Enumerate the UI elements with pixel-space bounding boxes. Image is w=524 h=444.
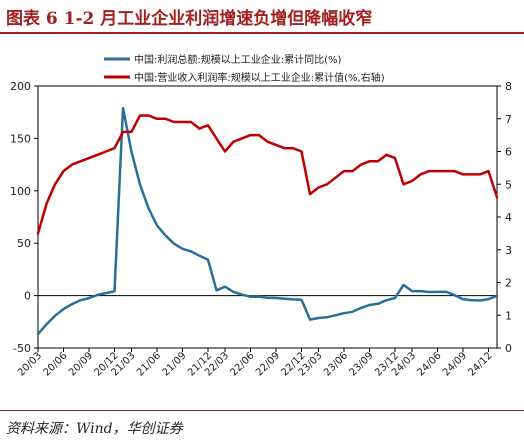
- y-left-tick-label: -50: [13, 342, 31, 355]
- y-right-tick-label: 4: [505, 211, 512, 224]
- y-left-tick-label: 50: [17, 237, 31, 250]
- x-tick-label: 20/06: [41, 350, 69, 378]
- plot-frame: [37, 85, 498, 349]
- title-divider: [0, 32, 524, 34]
- y-left-tick-label: 100: [10, 185, 31, 198]
- y-right-tick-label: 8: [505, 80, 512, 93]
- page-title: 图表 6 1-2 月工业企业利润增速负增但降幅收窄: [6, 8, 373, 29]
- x-tick-label: 22/06: [228, 350, 256, 378]
- y-right-tick-label: 3: [505, 244, 512, 257]
- line-chart: -5005010015020001234567820/0320/0620/092…: [10, 53, 512, 379]
- y-right-tick-label: 6: [505, 146, 512, 159]
- x-tick-label: 22/09: [254, 350, 282, 378]
- series-line-profit: [36, 106, 499, 336]
- x-tick-label: 23/09: [347, 350, 375, 378]
- x-tick-label: 20/09: [67, 350, 95, 378]
- y-left-tick-label: 150: [10, 132, 31, 145]
- y-left-tick-label: 200: [10, 80, 31, 93]
- source-note: 资料来源：Wind，华创证券: [6, 421, 183, 437]
- series-line-margin: [36, 114, 499, 235]
- y-right-tick-label: 7: [505, 113, 512, 126]
- chart-axes: -5005010015020001234567820/0320/0620/092…: [10, 80, 512, 379]
- x-tick-label: 24/09: [441, 350, 469, 378]
- chart-legend: 中国:利润总额:规模以上工业企业:累计同比(%) 中国:营业收入利润率:规模以上工…: [104, 53, 385, 84]
- x-tick-label: 24/06: [415, 350, 443, 378]
- chart-lines: [36, 106, 499, 336]
- x-tick-label: 21/06: [135, 350, 163, 378]
- y-left-tick-label: 0: [24, 290, 31, 303]
- x-tick-label: 23/06: [322, 350, 350, 378]
- y-right-tick-label: 0: [505, 342, 512, 355]
- y-right-tick-label: 5: [505, 178, 512, 191]
- legend-label-profit: 中国:利润总额:规模以上工业企业:累计同比(%): [134, 53, 342, 66]
- y-right-tick-label: 2: [505, 277, 512, 290]
- y-right-tick-label: 1: [505, 309, 512, 322]
- x-tick-label: 24/12: [466, 350, 494, 378]
- x-tick-label: 21/09: [160, 350, 188, 378]
- source-divider: [0, 410, 524, 411]
- title-bar: 图表 6 1-2 月工业企业利润增速负增但降幅收窄: [0, 0, 524, 32]
- legend-label-margin: 中国:营业收入利润率:规模以上工业企业:累计值(%,右轴): [134, 71, 385, 84]
